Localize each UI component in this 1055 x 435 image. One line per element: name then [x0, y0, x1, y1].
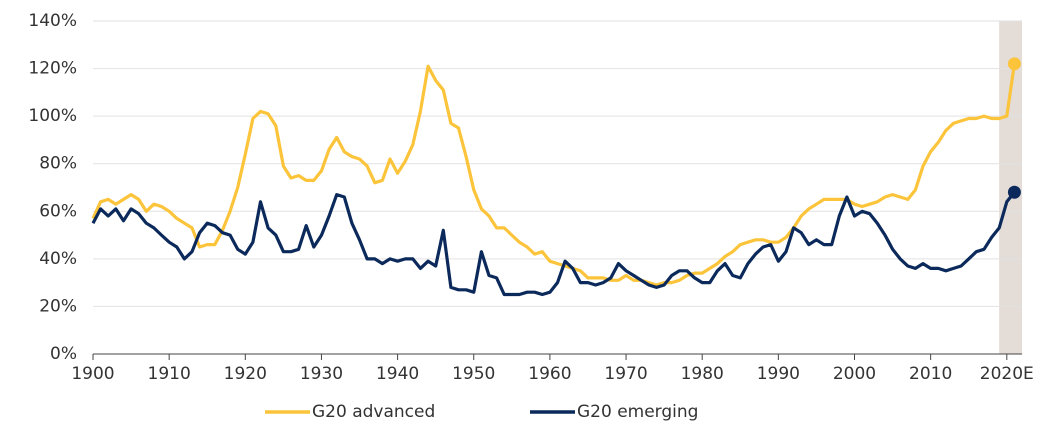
- end-point: [1007, 185, 1021, 199]
- x-tick-label: 1990: [757, 364, 800, 384]
- y-tick-label: 120%: [28, 59, 77, 79]
- y-tick-label: 60%: [39, 201, 77, 221]
- x-tick-label: 2010: [909, 364, 952, 384]
- x-tick-label: 2020E: [980, 364, 1034, 384]
- x-tick-label: 1950: [452, 364, 495, 384]
- x-tick-label: 1920: [224, 364, 267, 384]
- legend: G20 advanced G20 emerging: [265, 402, 698, 422]
- y-tick-label: 0%: [50, 344, 77, 364]
- y-tick-label: 140%: [28, 11, 77, 31]
- line-series: [91, 63, 1016, 287]
- line-series: [91, 191, 1016, 297]
- x-tick-label: 2000: [833, 364, 876, 384]
- x-tick-label: 1910: [148, 364, 191, 384]
- end-point: [1007, 57, 1021, 71]
- x-tick-label: 1980: [681, 364, 724, 384]
- x-tick-label: 1970: [604, 364, 647, 384]
- x-tick-label: 1900: [71, 364, 114, 384]
- y-tick-label: 100%: [28, 106, 77, 126]
- legend-label: G20 emerging: [577, 402, 698, 422]
- y-tick-label: 40%: [39, 249, 77, 269]
- legend-label: G20 advanced: [312, 402, 435, 422]
- x-tick-label: 1960: [528, 364, 571, 384]
- x-tick-label: 1930: [300, 364, 343, 384]
- x-tick-label: 1940: [376, 364, 419, 384]
- y-tick-label: 80%: [39, 154, 77, 174]
- y-tick-label: 20%: [39, 296, 77, 316]
